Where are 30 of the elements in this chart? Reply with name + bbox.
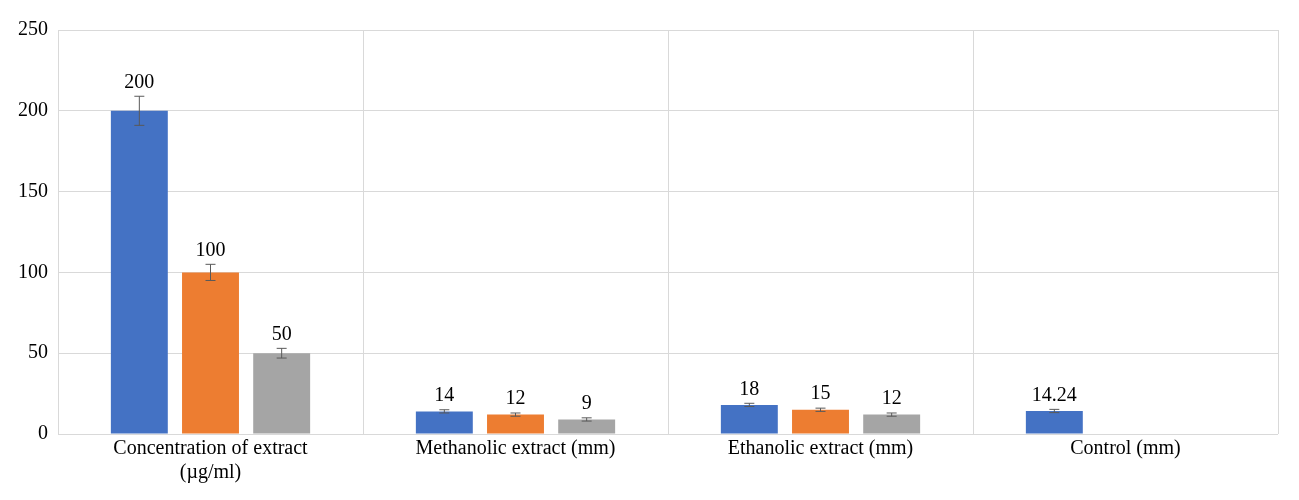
bar <box>415 411 473 434</box>
x-tick-label: Methanolic extract (mm) <box>415 436 616 460</box>
bar <box>110 110 168 434</box>
data-label: 18 <box>739 376 760 399</box>
bar <box>720 404 778 434</box>
bar <box>182 272 239 434</box>
y-tick-label: 0 <box>38 421 48 444</box>
y-tick-label: 100 <box>18 259 48 282</box>
y-tick-label: 200 <box>18 98 48 121</box>
bar <box>558 419 616 434</box>
data-label: 14 <box>434 383 455 406</box>
bar <box>792 409 849 434</box>
y-tick-label: 250 <box>18 17 48 40</box>
x-tick-label: Control (mm) <box>1070 436 1181 460</box>
data-label: 100 <box>195 237 226 260</box>
data-label: 50 <box>271 321 292 344</box>
y-tick-label: 50 <box>28 340 48 363</box>
bar <box>863 414 921 434</box>
bar <box>253 353 311 434</box>
y-tick-label: 150 <box>18 178 48 201</box>
data-label: 9 <box>581 391 592 414</box>
data-label: 12 <box>881 386 902 409</box>
data-label: 14.24 <box>1031 382 1077 405</box>
data-label: 200 <box>124 69 155 92</box>
x-tick-label: Concentration of extract (µg/ml) <box>113 436 309 484</box>
x-tick-label: Ethanolic extract (mm) <box>727 436 914 460</box>
bar <box>487 414 544 434</box>
data-label: 12 <box>505 386 526 409</box>
bar <box>1025 410 1083 434</box>
data-label: 15 <box>810 381 831 404</box>
